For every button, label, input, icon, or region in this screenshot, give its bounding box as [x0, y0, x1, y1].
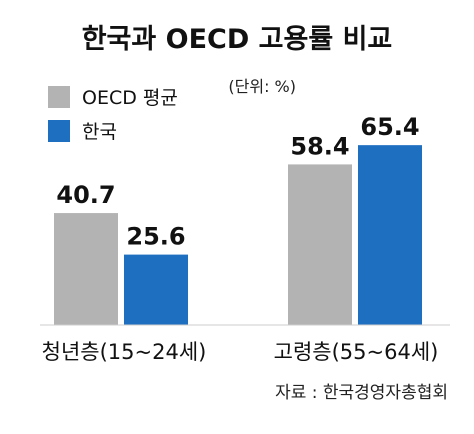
- chart-title: 한국과 OECD 고용률 비교: [82, 24, 393, 55]
- legend-swatch-oecd: [48, 86, 70, 108]
- category-label-0: 청년층(15~24세): [42, 340, 207, 364]
- value-label-korea-1: 65.4: [360, 113, 419, 141]
- value-label-oecd-1: 58.4: [290, 132, 349, 160]
- bar-oecd-1: [288, 164, 352, 325]
- source-label: 자료 : 한국경영자총협회: [275, 383, 448, 403]
- bar-korea-1: [358, 145, 422, 325]
- value-label-oecd-0: 40.7: [56, 181, 115, 209]
- unit-label: (단위: %): [228, 77, 296, 96]
- legend-swatch-korea: [48, 120, 70, 142]
- legend-label-korea: 한국: [82, 121, 117, 143]
- bar-korea-0: [124, 254, 188, 325]
- category-label-1: 고령층(55~64세): [274, 340, 439, 364]
- legend-label-oecd: OECD 평균: [82, 87, 178, 109]
- category-labels: 청년층(15~24세) 고령층(55~64세): [42, 340, 439, 364]
- value-label-korea-0: 25.6: [126, 223, 185, 251]
- legend: OECD 평균 한국: [48, 86, 178, 143]
- bars: 40.7 25.6 58.4 65.4: [54, 113, 422, 325]
- bar-oecd-0: [54, 213, 118, 325]
